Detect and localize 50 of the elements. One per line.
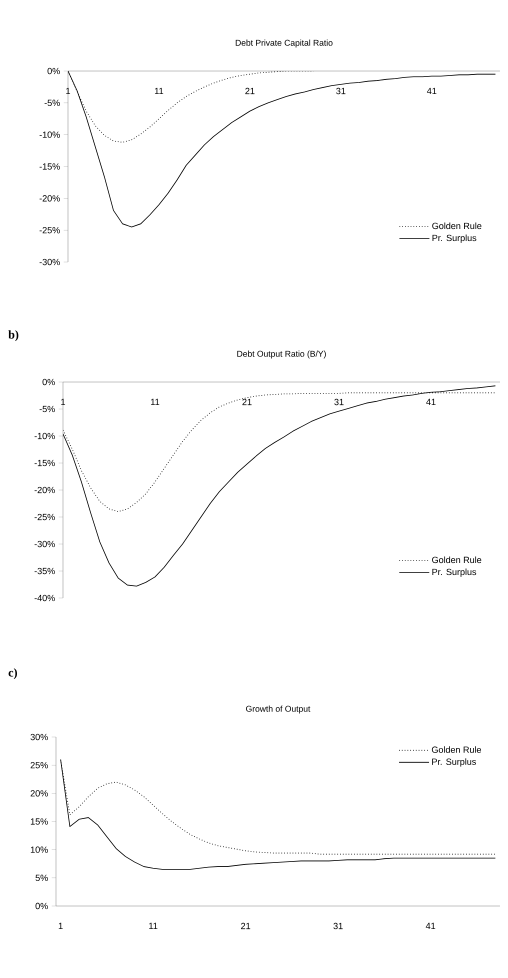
x-tick-label: 1 [66,88,70,94]
x-tick-label: 11 [154,88,164,94]
y-tick-label: -15% [40,163,60,170]
chart-title: Debt Private Capital Ratio [236,40,333,48]
y-tick-label: -25% [40,226,60,234]
y-tick-label: -25% [34,514,55,520]
y-tick-label: 0% [36,902,48,910]
y-tick-label: 15% [30,818,48,825]
y-tick-label: -15% [34,460,55,466]
y-tick-label: -10% [34,432,55,440]
y-tick-label: -30% [40,258,60,266]
x-tick-label: 21 [241,922,250,930]
x-tick-label: 1 [61,398,66,406]
y-tick-label: -20% [40,195,60,202]
y-tick-label: 10% [30,846,48,853]
x-tick-label: 1 [58,922,63,929]
x-tick-label: 41 [426,398,436,406]
x-tick-label: 11 [151,398,160,406]
y-tick-label: -10% [40,131,60,138]
y-tick-label: -30% [34,540,55,548]
x-tick-label: 21 [245,88,254,94]
y-tick-label: 0% [48,68,60,74]
x-tick-label: 41 [426,922,436,929]
legend-label: Pr. Surplus [432,758,476,767]
y-tick-label: 30% [30,734,48,740]
legend-label: Golden Rule [432,746,482,753]
y-tick-label: -20% [34,486,55,494]
chart-title: Debt Output Ratio (B/Y) [237,350,326,358]
legend-label: Golden Rule [432,556,482,564]
legend-label: Golden Rule [432,222,482,230]
line-series [63,385,496,587]
y-tick-label: 5% [36,874,48,882]
legend-label: Pr. Surplus [432,234,476,243]
x-tick-label: 21 [242,398,252,406]
x-tick-label: 31 [333,922,343,930]
chart-title: Growth of Output [246,706,310,714]
x-tick-label: 11 [149,922,158,929]
y-tick-label: -35% [34,568,55,574]
x-tick-label: 31 [334,398,344,406]
y-tick-label: 0% [42,378,55,386]
legend-label: Pr. Surplus [432,568,476,577]
y-tick-label: -5% [44,100,60,106]
y-tick-label: 20% [30,790,48,797]
text: b) [8,330,18,342]
text: c) [8,668,17,680]
y-tick-label: -40% [34,594,55,602]
y-tick-label: 25% [30,762,48,768]
x-tick-label: 31 [336,88,346,94]
x-tick-label: 41 [426,88,436,94]
y-tick-label: -5% [40,406,55,412]
